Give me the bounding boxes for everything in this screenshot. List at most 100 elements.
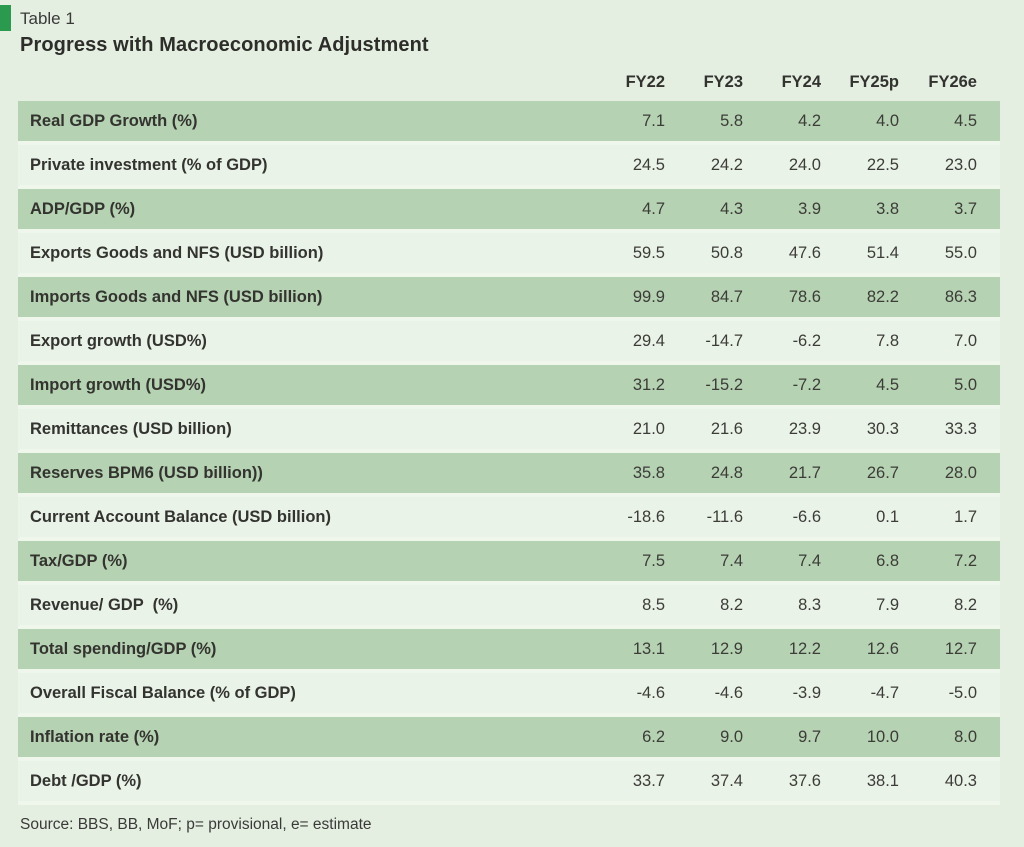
table-row: Total spending/GDP (%) 13.1 12.9 12.2 12.6 12… <box>18 629 1000 673</box>
cell-value: 23.0 <box>944 155 977 174</box>
cell-value: -5.0 <box>948 683 977 702</box>
cell-value: -6.6 <box>792 507 821 526</box>
cell-value: 37.4 <box>710 771 743 790</box>
cell-value: 8.5 <box>642 595 665 614</box>
cell-value: -4.6 <box>714 683 743 702</box>
row-label: Debt /GDP (%) <box>30 771 142 790</box>
cell-value: 29.4 <box>632 331 665 350</box>
cell-value: 24.8 <box>710 463 743 482</box>
cell-value: 22.5 <box>866 155 899 174</box>
cell-value: 7.1 <box>642 111 665 130</box>
cell-value: 7.2 <box>954 551 977 570</box>
cell-value: -7.2 <box>792 375 821 394</box>
cell-value: -4.7 <box>870 683 899 702</box>
row-label: Revenue/ GDP (%) <box>30 595 179 614</box>
cell-value: 3.9 <box>798 199 821 218</box>
cell-value: -3.9 <box>792 683 821 702</box>
cell-value: 21.0 <box>632 419 665 438</box>
cell-value: 7.8 <box>876 331 899 350</box>
cell-value: 3.8 <box>876 199 899 218</box>
cell-value: 4.7 <box>642 199 665 218</box>
cell-value: 84.7 <box>710 287 743 306</box>
cell-value: -15.2 <box>705 375 743 394</box>
table-row: Inflation rate (%) 6.2 9.0 9.7 10.0 8.0 <box>18 717 1000 761</box>
cell-value: 99.9 <box>632 287 665 306</box>
cell-value: 59.5 <box>632 243 665 262</box>
cell-value: 4.2 <box>798 111 821 130</box>
table-header-row: FY22 FY23 FY24 FY25p FY26e <box>18 57 1000 101</box>
row-label: Export growth (USD%) <box>30 331 207 350</box>
cell-value: 4.0 <box>876 111 899 130</box>
row-label: Exports Goods and NFS (USD billion) <box>30 243 324 262</box>
cell-value: 9.7 <box>798 727 821 746</box>
table-row: Remittances (USD billion) 21.0 21.6 23.9 30.… <box>18 409 1000 453</box>
table-row: Overall Fiscal Balance (% of GDP) -4.6 -4.… <box>18 673 1000 717</box>
table-row: Debt /GDP (%) 33.7 37.4 37.6 38.1 40.3 <box>18 761 1000 805</box>
table-tag: Table 1 <box>20 9 75 28</box>
cell-value: 24.0 <box>788 155 821 174</box>
column-header-fy25p: FY25p <box>849 73 899 91</box>
cell-value: 12.2 <box>788 639 821 658</box>
cell-value: 31.2 <box>632 375 665 394</box>
cell-value: 4.3 <box>720 199 743 218</box>
cell-value: 23.9 <box>788 419 821 438</box>
cell-value: 47.6 <box>788 243 821 262</box>
cell-value: 8.2 <box>720 595 743 614</box>
cell-value: 7.4 <box>720 551 743 570</box>
source-note: Source: BBS, BB, MoF; p= provisional, e=… <box>20 816 372 833</box>
row-label: ADP/GDP (%) <box>30 199 136 218</box>
cell-value: 21.7 <box>788 463 821 482</box>
cell-value: 12.7 <box>944 639 977 658</box>
cell-value: 5.8 <box>720 111 743 130</box>
cell-value: -18.6 <box>627 507 665 526</box>
cell-value: 7.0 <box>954 331 977 350</box>
row-label: Overall Fiscal Balance (% of GDP) <box>30 683 296 702</box>
cell-value: 37.6 <box>788 771 821 790</box>
column-header-fy26e: FY26e <box>928 73 977 91</box>
row-label: Real GDP Growth (%) <box>30 111 198 130</box>
table-row: Revenue/ GDP (%) 8.5 8.2 8.3 7.9 8.2 <box>18 585 1000 629</box>
table-row: Imports Goods and NFS (USD billion) 99.9 8… <box>18 277 1000 321</box>
cell-value: 6.2 <box>642 727 665 746</box>
table-row: Current Account Balance (USD billion) -18… <box>18 497 1000 541</box>
cell-value: 21.6 <box>710 419 743 438</box>
cell-value: 55.0 <box>944 243 977 262</box>
table-body: Real GDP Growth (%) 7.1 5.8 4.2 4.0 4.5 Privat… <box>18 101 1000 805</box>
cell-value: 4.5 <box>876 375 899 394</box>
cell-value: -6.2 <box>792 331 821 350</box>
table-row: Export growth (USD%) 29.4 -14.7 -6.2 7.8 7.0 <box>18 321 1000 365</box>
cell-value: 7.9 <box>876 595 899 614</box>
cell-value: 0.1 <box>876 507 899 526</box>
row-label: Remittances (USD billion) <box>30 419 232 438</box>
row-label: Reserves BPM6 (USD billion)) <box>30 463 263 482</box>
cell-value: 35.8 <box>632 463 665 482</box>
cell-value: 6.8 <box>876 551 899 570</box>
cell-value: 13.1 <box>632 639 665 658</box>
cell-value: 10.0 <box>866 727 899 746</box>
table-row: ADP/GDP (%) 4.7 4.3 3.9 3.8 3.7 <box>18 189 1000 233</box>
cell-value: 78.6 <box>788 287 821 306</box>
cell-value: 26.7 <box>866 463 899 482</box>
cell-value: 7.4 <box>798 551 821 570</box>
cell-value: 12.6 <box>866 639 899 658</box>
cell-value: -4.6 <box>636 683 665 702</box>
cell-value: 7.5 <box>642 551 665 570</box>
cell-value: 12.9 <box>710 639 743 658</box>
table-row: Real GDP Growth (%) 7.1 5.8 4.2 4.0 4.5 <box>18 101 1000 145</box>
accent-square <box>0 5 11 31</box>
row-label: Private investment (% of GDP) <box>30 155 268 174</box>
row-label: Total spending/GDP (%) <box>30 639 217 658</box>
cell-value: 51.4 <box>866 243 899 262</box>
row-label: Tax/GDP (%) <box>30 551 128 570</box>
cell-value: 1.7 <box>954 507 977 526</box>
column-header-fy23: FY23 <box>703 73 743 91</box>
table-row: Tax/GDP (%) 7.5 7.4 7.4 6.8 7.2 <box>18 541 1000 585</box>
cell-value: 86.3 <box>944 287 977 306</box>
cell-value: 28.0 <box>944 463 977 482</box>
table-row: Private investment (% of GDP) 24.5 24.2 24.… <box>18 145 1000 189</box>
cell-value: 4.5 <box>954 111 977 130</box>
page-title: Progress with Macroeconomic Adjustment <box>20 34 429 56</box>
cell-value: 33.7 <box>632 771 665 790</box>
cell-value: 3.7 <box>954 199 977 218</box>
cell-value: 8.0 <box>954 727 977 746</box>
